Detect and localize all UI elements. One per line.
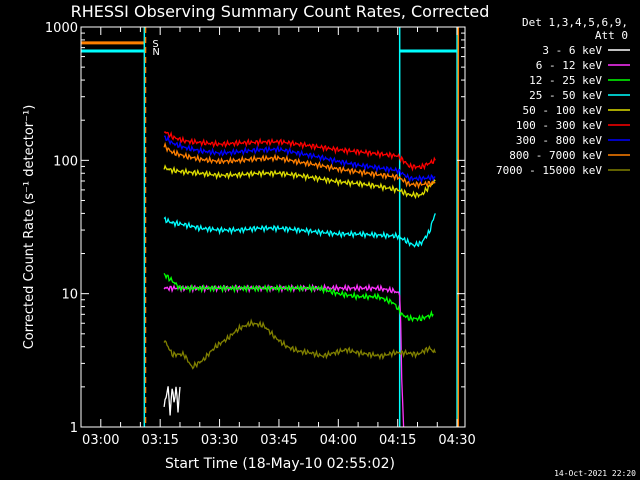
series-line-3 — [163, 213, 436, 248]
x-tick-label: 04:00 — [320, 433, 357, 448]
plot-timestamp: 14-Oct-2021 22:20 — [554, 469, 636, 478]
legend-label: 6 - 12 keV — [536, 59, 603, 72]
y-tick-label: 1000 — [45, 21, 78, 36]
series-line-8 — [163, 318, 436, 370]
y-axis-ticks: 1 10 100 1000 — [45, 21, 465, 436]
legend-label: 25 - 50 keV — [529, 89, 602, 102]
vertical-markers — [143, 27, 460, 427]
y-tick-label: 10 — [61, 288, 78, 303]
x-tick-label: 03:00 — [82, 433, 119, 448]
legend-label: 300 - 800 keV — [516, 134, 602, 147]
series-line-7 — [163, 141, 436, 190]
legend-label: 12 - 25 keV — [529, 74, 602, 87]
attenuator-flags: SN — [81, 39, 458, 58]
series-lines — [163, 131, 436, 428]
x-tick-label: 03:45 — [260, 433, 297, 448]
legend: Det 1,3,4,5,6,9,Att 0 3 - 6 keV 6 - 12 keV… — [496, 16, 630, 177]
flag-letter-s: S — [152, 39, 158, 50]
legend-label: 100 - 300 keV — [516, 119, 602, 132]
flag-letter-n: N — [152, 47, 159, 58]
x-tick-label: 04:15 — [379, 433, 416, 448]
x-tick-label: 04:30 — [438, 433, 475, 448]
legend-header: Att 0 — [595, 29, 628, 42]
y-axis-label: Corrected Count Rate (s⁻¹ detector⁻¹) — [22, 105, 37, 350]
x-axis-ticks: 03:00 03:15 03:30 03:45 04:00 04:15 04:30 — [80, 27, 476, 448]
x-tick-label: 03:15 — [141, 433, 178, 448]
y-tick-label: 100 — [53, 154, 78, 169]
x-tick-label: 03:30 — [201, 433, 238, 448]
x-axis-label: Start Time (18-May-10 02:55:02) — [165, 456, 395, 472]
series-line-0 — [163, 386, 181, 416]
series-line-5 — [163, 131, 436, 172]
chart-title: RHESSI Observing Summary Count Rates, Co… — [71, 2, 490, 21]
legend-header: Det 1,3,4,5,6,9, — [522, 16, 628, 29]
y-tick-label: 1 — [70, 421, 78, 436]
legend-label: 50 - 100 keV — [523, 104, 603, 117]
legend-label: 3 - 6 keV — [542, 44, 602, 57]
series-line-6 — [164, 134, 436, 184]
series-line-2 — [163, 272, 434, 323]
series-line-4 — [163, 164, 436, 200]
legend-label: 800 - 7000 keV — [509, 149, 602, 162]
legend-label: 7000 - 15000 keV — [496, 164, 602, 177]
plot-frame — [80, 26, 466, 428]
